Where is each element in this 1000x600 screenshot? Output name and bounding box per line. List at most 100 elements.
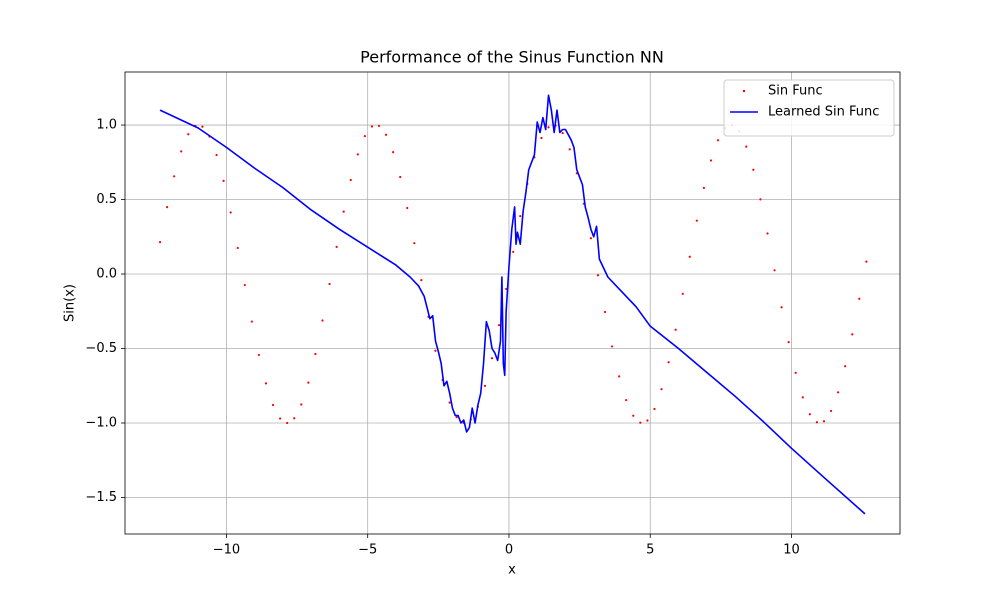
scatter-point [829,409,833,413]
scatter-point [745,145,748,148]
scatter-point [822,420,826,423]
x-tick-label: 5 [646,543,654,558]
scatter-point [815,421,819,424]
scatter-point [490,357,494,360]
scatter-point [413,242,416,245]
scatter-point [307,381,310,384]
y-tick-label: −1.0 [85,416,117,431]
plot-frame [124,71,901,535]
scatter-point [342,210,345,213]
scatter-point [201,125,204,128]
scatter-point [349,178,352,182]
scatter-point [180,150,183,153]
scatter-point [695,219,698,222]
legend-label: Learned Sin Func [768,105,879,120]
scatter-point [519,214,522,218]
scatter-point [653,407,656,411]
scatter-point [667,361,670,364]
scatter-point [483,384,487,388]
scatter-point [660,388,663,391]
scatter-point [603,310,607,314]
scatter-point [632,414,635,417]
scatter-point [222,179,225,183]
scatter-point [392,151,395,154]
scatter-point [293,417,296,420]
scatter-point [250,320,253,323]
scatter-point [406,206,409,210]
y-tick-label: −1.5 [85,490,117,505]
x-tick-label: 0 [505,543,513,558]
legend-label: Sin Func [768,84,823,99]
scatter-point [356,153,359,156]
scatter-point [215,153,218,157]
scatter-point [865,260,868,263]
scatter-point [610,345,614,348]
y-axis-label: Sin(x) [63,284,78,322]
x-tick-label: −10 [213,543,240,558]
scatter-point [512,250,515,253]
scatter-point [173,175,176,178]
scatter-point [794,371,797,374]
x-tick-label: −5 [358,543,377,558]
scatter-point [752,168,755,171]
y-tick-label: 0.0 [96,267,117,282]
scatter-point [187,133,190,136]
scatter-point [716,139,720,142]
scatter-point [497,324,501,327]
legend-box [723,79,895,137]
scatter-point [286,421,289,425]
scatter-point [568,148,571,151]
y-tick-label: −0.5 [85,341,117,356]
scatter-point [165,206,169,209]
y-tick-label: 0.5 [96,192,117,207]
scatter-point [455,416,458,419]
scatter-point [434,349,437,352]
chart-title: Performance of the Sinus Function NN [360,48,664,67]
scatter-point [646,419,649,422]
scatter-point [363,134,366,138]
scatter-point [271,403,275,407]
scatter-point [328,282,331,286]
scatter-point [618,375,621,378]
scatter-point [851,333,854,336]
scatter-point [596,274,600,277]
legend-swatch [742,89,746,93]
scatter-point [279,417,282,420]
scatter-point [505,287,508,291]
scatter-point [801,396,804,399]
scatter-point [773,269,776,272]
scatter-point [625,398,628,402]
scatter-point [399,175,402,179]
x-tick-label: 10 [783,543,800,558]
scatter-point [384,133,388,136]
scatter-point [561,131,564,135]
scatter-point [688,255,691,258]
scatter-point [858,297,861,300]
x-axis-label: x [508,563,516,578]
scatter-point [300,403,303,406]
scatter-point [709,159,713,162]
scatter-point [420,279,423,282]
scatter-point [787,341,790,344]
scatter-point [243,283,246,287]
scatter-point [589,237,593,240]
scatter-point [844,365,847,368]
scatter-point [780,306,783,309]
scatter-point [837,391,840,394]
scatter-point [370,125,374,128]
scatter-point [377,124,381,128]
scatter-point [448,401,451,404]
scatter-point [808,413,811,416]
scatter-point [335,245,338,249]
scatter-point [674,328,677,331]
scatter-point [321,319,324,322]
scatter-point [540,136,543,140]
scatter-point [639,421,642,424]
scatter-point [236,246,239,250]
scatter-point [547,126,550,129]
scatter-point [158,241,162,244]
line-series [159,94,866,515]
scatter-point [759,198,762,201]
scatter-point [681,292,684,295]
